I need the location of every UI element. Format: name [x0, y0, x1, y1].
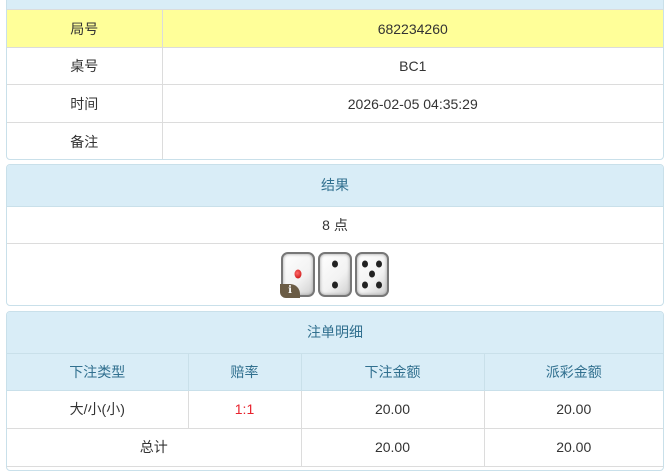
col-payout: 派彩金额: [483, 352, 663, 391]
label: 备注: [7, 122, 163, 159]
die-pip: [294, 269, 302, 279]
row-remarks: 备注: [7, 122, 663, 159]
bet-details-title: 注单明细: [7, 312, 663, 354]
result-title: 结果: [7, 165, 663, 207]
col-odds: 赔率: [187, 352, 302, 391]
payout: 20.00: [483, 389, 663, 429]
dice-result: i: [7, 251, 663, 298]
result-text: 8 点: [7, 205, 663, 244]
info-icon[interactable]: i: [280, 283, 300, 298]
die-pip: [332, 281, 338, 288]
total-amount: 20.00: [300, 427, 485, 467]
label: 时间: [7, 84, 163, 123]
panel-top-strip: [7, 0, 663, 9]
die-pip: [375, 260, 382, 268]
bet-amount: 20.00: [300, 389, 485, 429]
row-round-number: 局号 682234260: [7, 9, 663, 48]
label: 桌号: [7, 47, 163, 85]
total-payout: 20.00: [483, 427, 663, 467]
label: 局号: [7, 9, 163, 48]
value: 2026-02-05 04:35:29: [161, 84, 663, 123]
value: [161, 122, 663, 159]
die-pip: [362, 260, 369, 268]
row-time: 时间 2026-02-05 04:35:29: [7, 84, 663, 123]
odds: 1:1: [187, 389, 302, 429]
col-bet-amount: 下注金额: [300, 352, 485, 391]
die-1: i: [280, 251, 315, 298]
round-info-panel: 局号 682234260 桌号 BC1 时间 2026-02-05 04:35:…: [6, 0, 664, 160]
bet-table-header: 下注类型 赔率 下注金额 派彩金额: [7, 352, 663, 391]
die-5: [355, 251, 389, 297]
table-row: 大/小(小) 1:1 20.00 20.00: [7, 389, 663, 429]
row-table-number: 桌号 BC1: [7, 47, 663, 85]
bet-details-panel: 注单明细 下注类型 赔率 下注金额 派彩金额 大/小(小) 1:1 20.00 …: [6, 311, 664, 471]
die-pip: [332, 260, 338, 268]
value: BC1: [161, 47, 663, 85]
die-pip: [375, 281, 382, 288]
total-row: 总计 20.00 20.00: [7, 427, 663, 467]
die-pip: [369, 270, 375, 278]
value: 682234260: [161, 9, 663, 48]
bet-type: 大/小(小): [7, 389, 189, 429]
col-bet-type: 下注类型: [7, 352, 189, 391]
total-label: 总计: [7, 427, 302, 467]
die-pip: [362, 281, 369, 288]
result-panel: 结果 8 点 i: [6, 164, 664, 306]
die-2: [318, 251, 352, 297]
